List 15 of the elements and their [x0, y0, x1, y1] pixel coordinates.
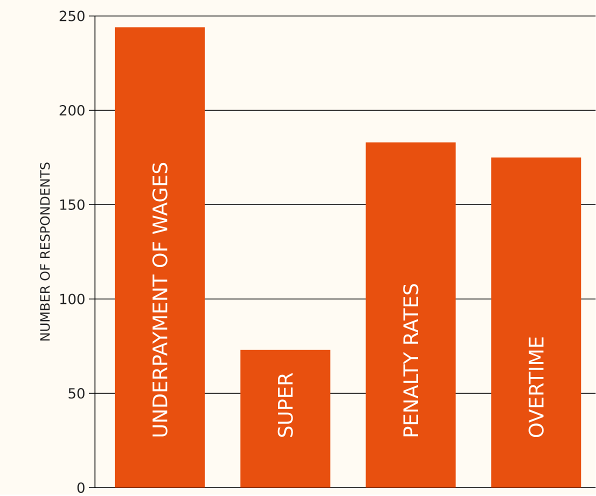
bar: [491, 157, 582, 488]
x-tick-label: OVERTIME: [528, 337, 544, 437]
bar: [366, 142, 456, 488]
y-tick-label: 100: [60, 294, 84, 304]
y-tick-label: 250: [60, 10, 84, 22]
y-tick-label: 0: [77, 482, 84, 493]
x-tick-label: UNDERPAYMENT OF WAGES: [152, 162, 168, 436]
x-tick-label: PENALTY RATES: [403, 284, 418, 436]
y-tick-label: 150: [60, 199, 84, 210]
y-tick-label: 50: [68, 388, 84, 398]
y-axis-title: NUMBER OF RESPONDENTS: [40, 162, 50, 340]
bar: [240, 350, 330, 488]
y-tick-label: 200: [60, 104, 84, 116]
x-tick-label: SUPER: [278, 372, 293, 437]
bar: [114, 27, 205, 488]
